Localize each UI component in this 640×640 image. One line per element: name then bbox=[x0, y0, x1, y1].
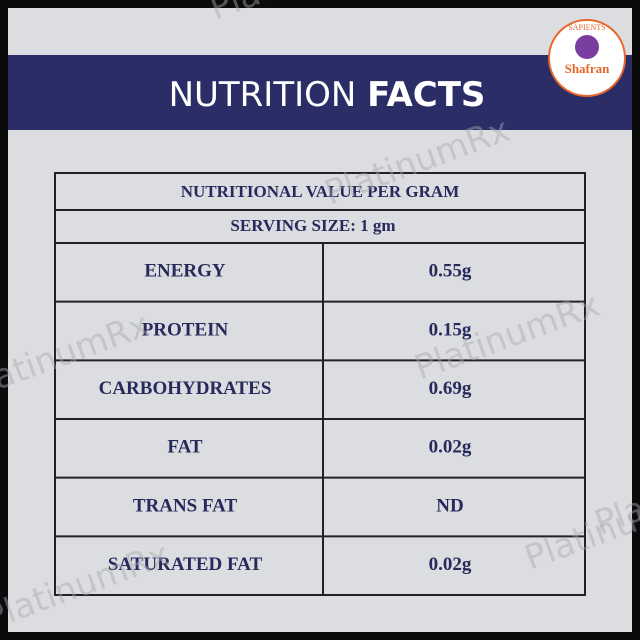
banner bbox=[8, 55, 632, 130]
nutrient-name: PROTEIN bbox=[142, 319, 229, 340]
nutrient-value: 0.15g bbox=[429, 319, 472, 340]
table-heading: NUTRITIONAL VALUE PER GRAM bbox=[181, 182, 460, 201]
serving-size: SERVING SIZE: 1 gm bbox=[230, 216, 395, 235]
nutrient-value: 0.02g bbox=[429, 437, 472, 458]
nutrient-value: ND bbox=[436, 495, 463, 516]
nutrient-name: ENERGY bbox=[144, 261, 226, 282]
table-border bbox=[54, 172, 586, 596]
logo-flower bbox=[575, 35, 599, 59]
logo-top: SAPIENTS bbox=[568, 23, 605, 32]
title-bold: FACTS bbox=[367, 75, 485, 115]
banner-title: NUTRITION FACTS bbox=[169, 75, 486, 115]
nutrient-value: 0.69g bbox=[429, 378, 472, 399]
nutrient-name: FAT bbox=[167, 437, 203, 458]
nutrient-value: 0.55g bbox=[429, 261, 472, 282]
nutrient-name: SATURATED FAT bbox=[108, 554, 263, 575]
nutrient-name: TRANS FAT bbox=[133, 495, 238, 516]
table: NUTRITIONAL VALUE PER GRAM SERVING SIZE: … bbox=[55, 182, 585, 595]
title-light: NUTRITION bbox=[169, 75, 357, 115]
nutrient-name: CARBOHYDRATES bbox=[99, 378, 272, 399]
nutrient-value: 0.02g bbox=[429, 554, 472, 575]
logo-brand: Shafran bbox=[565, 61, 611, 76]
